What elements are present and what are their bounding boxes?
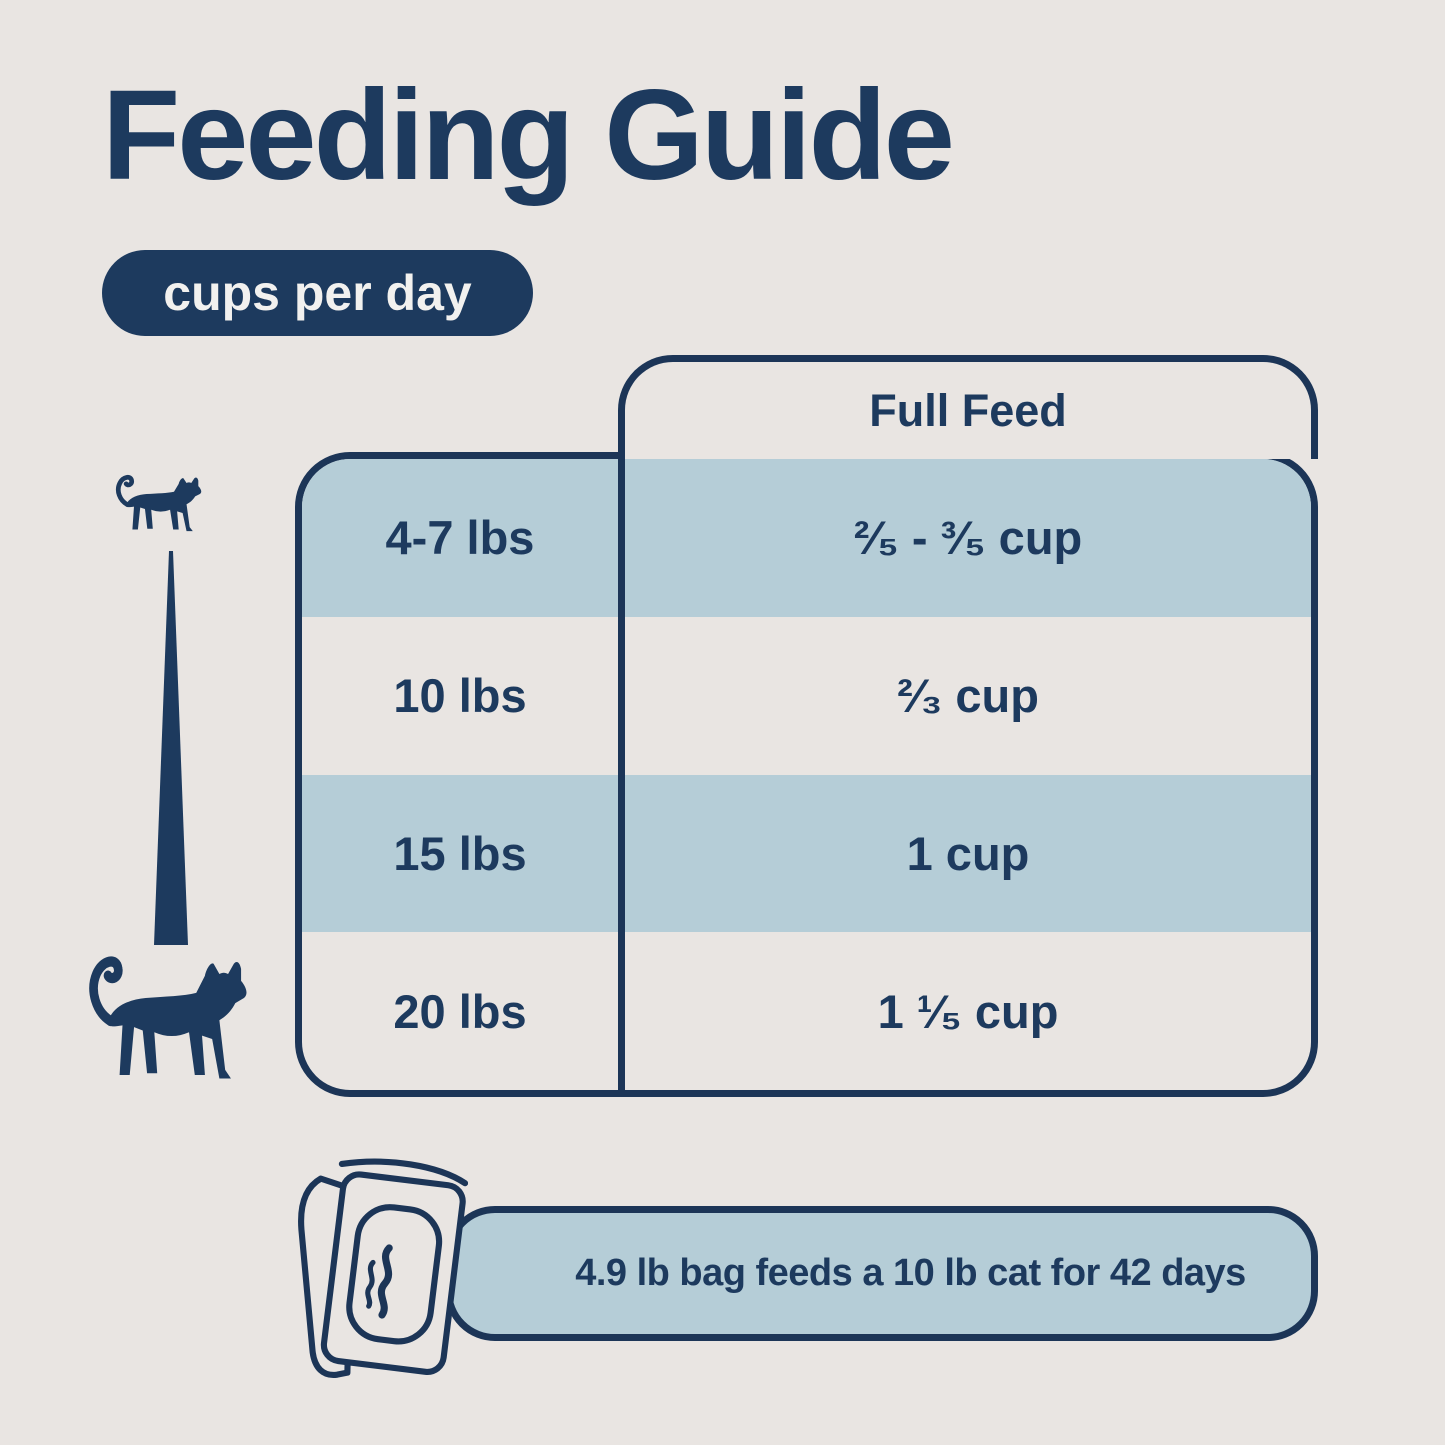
weight-cell: 15 lbs (393, 826, 527, 880)
weight-cell: 20 lbs (393, 984, 527, 1038)
table-column-header: Full Feed (618, 355, 1318, 459)
column-header-label: Full Feed (869, 384, 1067, 436)
large-cat-icon (89, 956, 247, 1079)
weight-cell: 10 lbs (393, 669, 527, 723)
banner-note: 4.9 lb bag feeds a 10 lb cat for 42 days (575, 1252, 1246, 1294)
table-row: 4-7 lbs ²⁄₅ - ³⁄₅ cup (302, 459, 1311, 617)
kibble-bag-icon (298, 1158, 468, 1378)
amount-cell: ²⁄₅ - ³⁄₅ cup (618, 459, 1311, 617)
amount-cell: 1 ¹⁄₅ cup (618, 932, 1311, 1090)
cups-per-day-badge: cups per day (102, 250, 533, 336)
feeding-table: 4-7 lbs ²⁄₅ - ³⁄₅ cup 10 lbs ²⁄₃ cup 15 … (295, 452, 1318, 1097)
table-row: 20 lbs 1 ¹⁄₅ cup (302, 932, 1311, 1090)
bag-feeds-banner: 4.9 lb bag feeds a 10 lb cat for 42 days (445, 1206, 1318, 1341)
table-row: 10 lbs ²⁄₃ cup (302, 616, 1311, 775)
weight-cell: 4-7 lbs (385, 511, 535, 565)
badge-label: cups per day (163, 265, 472, 321)
aroma-swirl-icon (377, 1244, 393, 1319)
weight-scale-triangle-icon (154, 551, 188, 945)
amount-cell: ²⁄₃ cup (618, 616, 1311, 775)
page-title: Feeding Guide (102, 64, 955, 207)
table-row: 15 lbs 1 cup (302, 774, 1311, 933)
amount-cell: 1 cup (618, 774, 1311, 933)
small-cat-icon (115, 474, 202, 532)
